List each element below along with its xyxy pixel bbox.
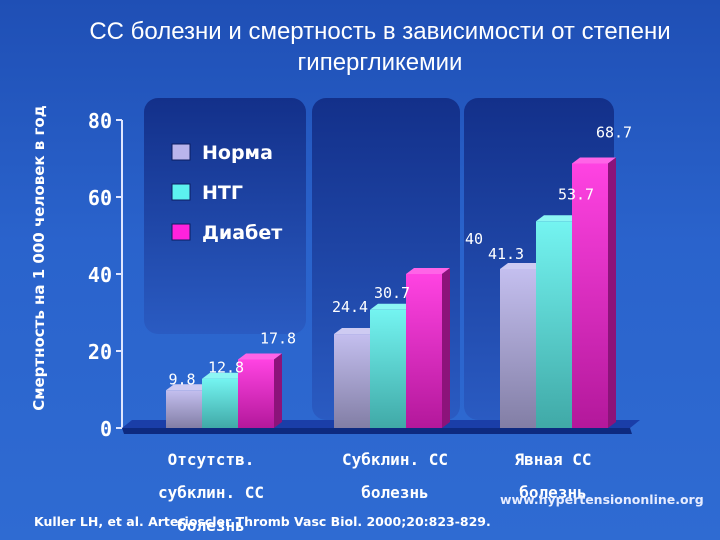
bar-top [166, 384, 210, 391]
legend-swatch [171, 143, 191, 161]
category-label: Субклин. СС [342, 450, 448, 469]
legend-label: НТГ [202, 182, 243, 204]
category-label: Отсутств. [168, 450, 255, 469]
data-label: 24.4 [332, 298, 368, 316]
bar [536, 221, 572, 428]
y-tick-label: 20 [88, 340, 112, 364]
data-label: 30.7 [374, 284, 410, 302]
bar-top [238, 353, 282, 360]
bar [572, 163, 608, 428]
y-tick-label: 0 [100, 417, 112, 441]
category-label: болезнь [361, 483, 428, 502]
bar-side [608, 157, 616, 428]
bar-side [442, 268, 450, 428]
bar [202, 378, 238, 428]
legend-swatch [171, 183, 191, 201]
bar-top [536, 215, 580, 222]
data-label: 17.8 [260, 329, 296, 347]
website-link[interactable]: www.hypertensiononline.org [500, 492, 704, 507]
bar [238, 359, 274, 428]
data-label: 40 [465, 230, 483, 248]
floor-edge [122, 428, 632, 434]
category-label: Явная СС [514, 450, 591, 469]
chart-title: СС болезни и смертность в зависимости от… [89, 18, 671, 76]
bar-side [274, 353, 282, 428]
data-label: 53.7 [558, 185, 594, 203]
data-label: 68.7 [596, 124, 632, 142]
bar-top [334, 328, 378, 335]
bar [166, 390, 202, 428]
bar [334, 334, 370, 428]
data-labels: 9.8 24.4 41.3 12.8 30.7 53.7 17.8 40 68.7 [168, 124, 632, 389]
bar-top [406, 268, 450, 274]
y-tick-label: 60 [88, 186, 112, 210]
bar [500, 268, 536, 428]
legend-swatch [171, 223, 191, 241]
bar-top [572, 157, 616, 164]
bar [370, 309, 406, 428]
bars [166, 157, 616, 428]
plot-panel [144, 98, 306, 334]
data-label: 41.3 [488, 245, 524, 263]
y-tick-label: 80 [88, 109, 112, 133]
legend: Норма НТГ Диабет [171, 142, 282, 244]
y-tick-label: 40 [88, 263, 112, 287]
citation: Kuller LH, et al. Arterioscler Thromb Va… [34, 514, 491, 529]
legend-label: Диабет [202, 222, 282, 244]
data-label: 12.8 [208, 359, 244, 377]
y-axis: 0 20 40 60 80 [88, 109, 123, 441]
bar-top [370, 303, 414, 310]
legend-label: Норма [202, 142, 273, 164]
category-label: субклин. СС [158, 483, 264, 502]
data-label: 9.8 [168, 370, 195, 388]
category-labels: Отсутств. субклин. СС болезнь Субклин. СС бо… [158, 450, 592, 535]
category-label: болезнь [519, 483, 586, 502]
bar-top [202, 372, 246, 379]
bar-top [500, 262, 544, 269]
bar [406, 274, 442, 428]
category-label: болезнь [177, 516, 244, 535]
